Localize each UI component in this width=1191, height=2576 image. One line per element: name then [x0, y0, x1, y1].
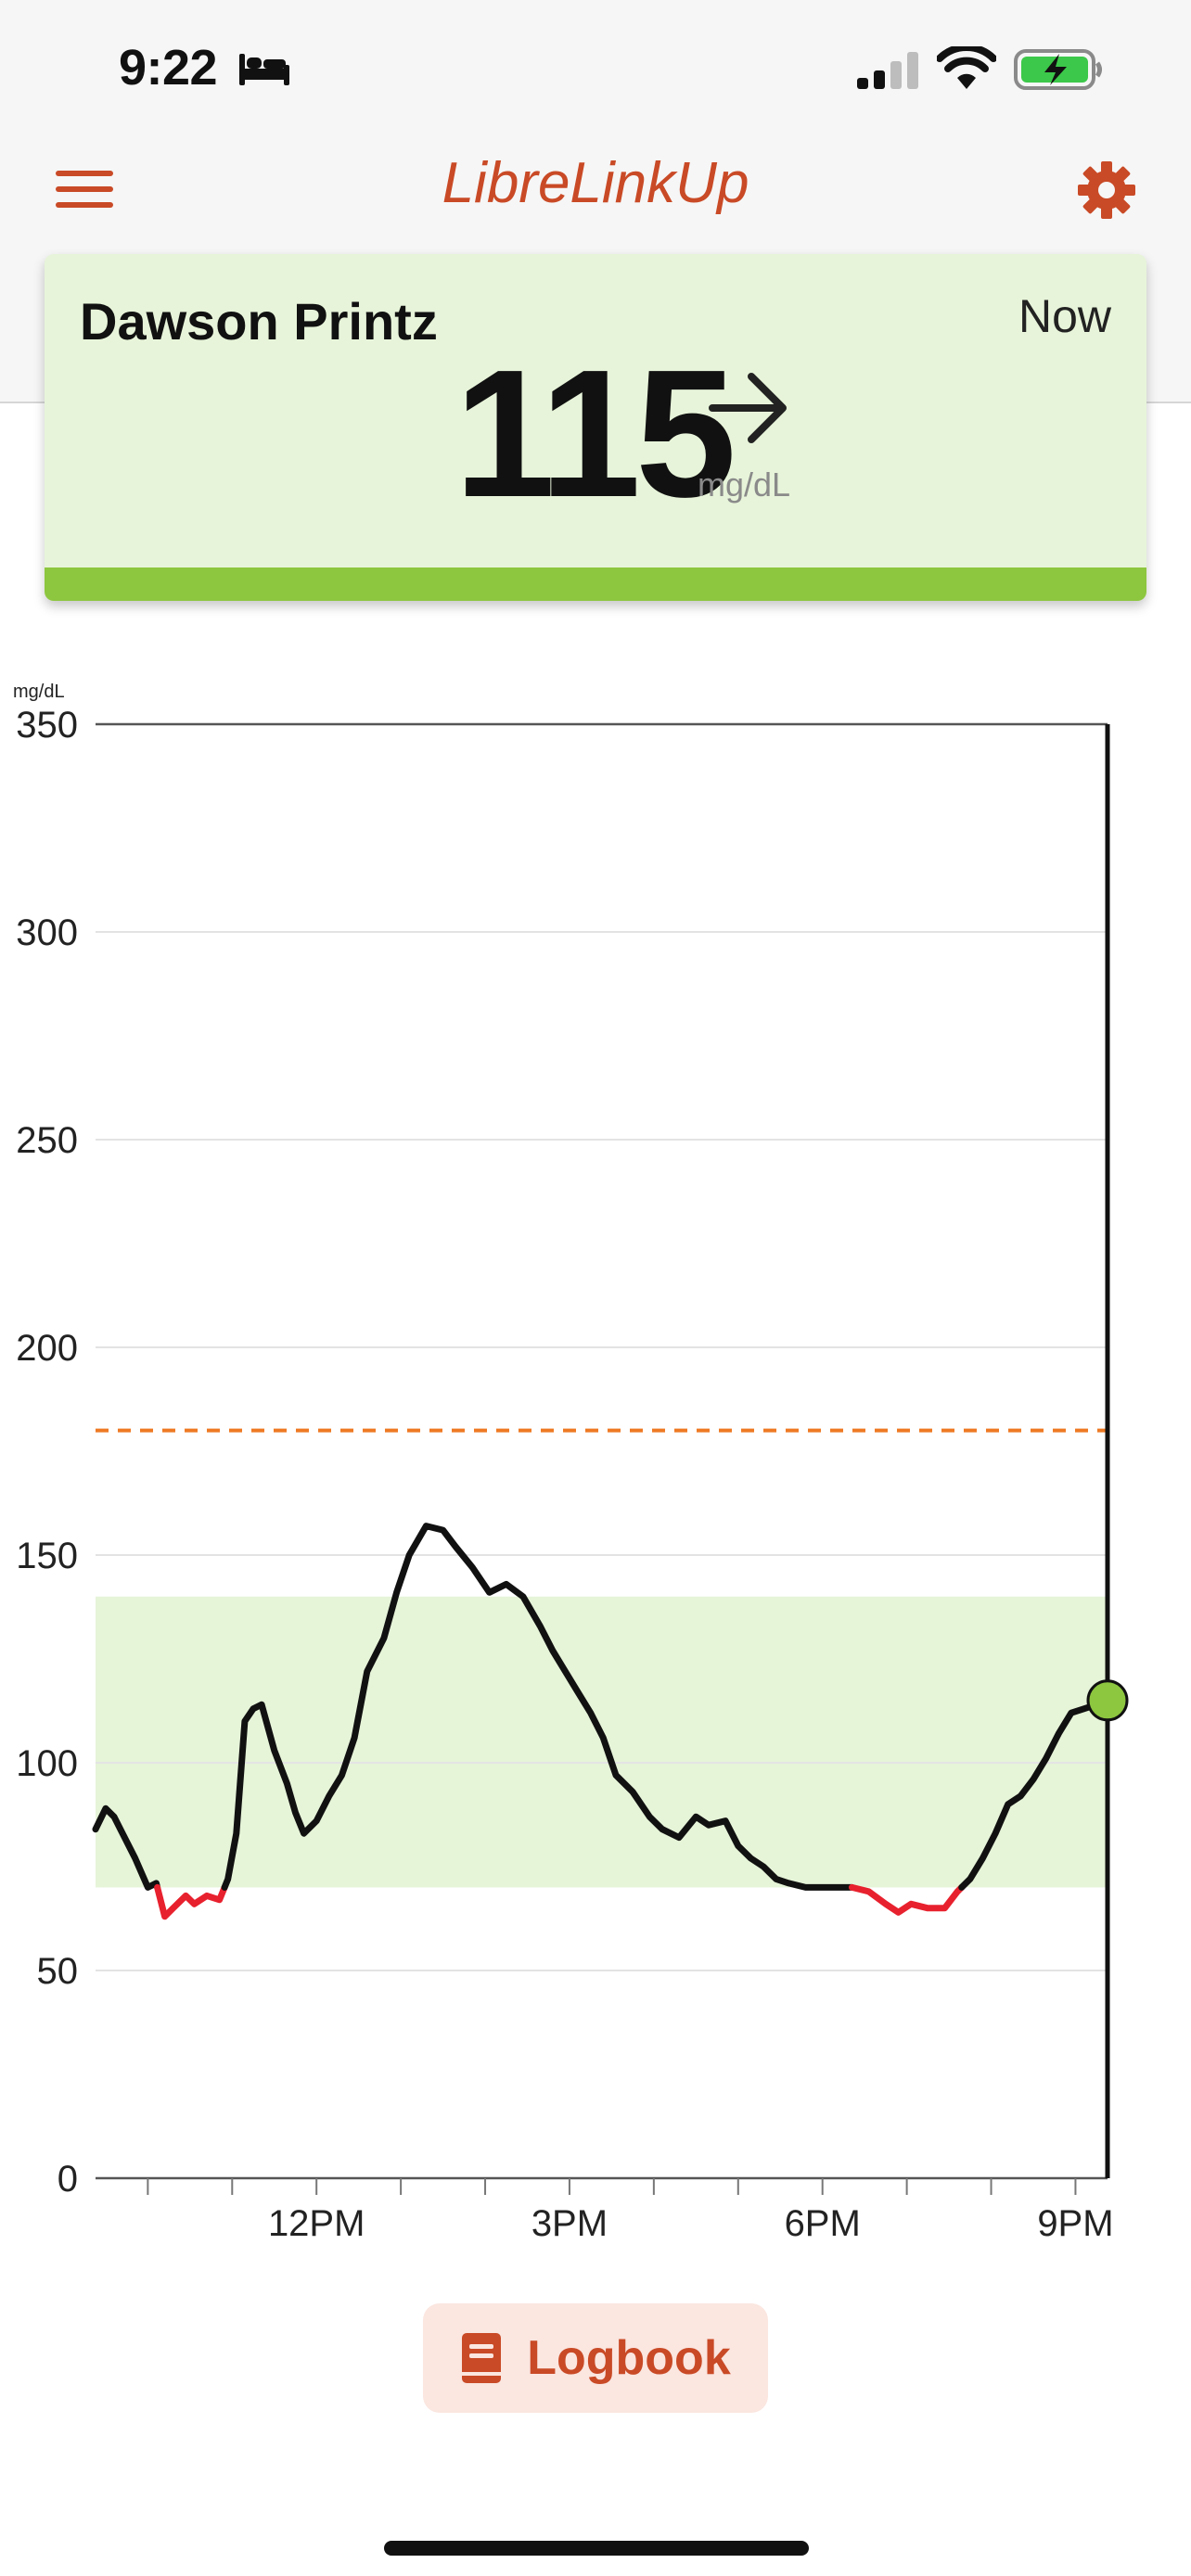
x-tick-label: 3PM	[531, 2203, 608, 2244]
logbook-button[interactable]: Logbook	[423, 2303, 768, 2413]
y-tick-label: 250	[16, 1120, 78, 1161]
y-tick-label: 300	[16, 912, 78, 953]
glucose-unit: mg/dL	[698, 465, 791, 504]
wifi-icon	[937, 46, 996, 89]
bed-icon	[239, 54, 289, 85]
glucose-value: 115	[454, 332, 736, 535]
signal-icon	[857, 52, 918, 89]
current-reading-dot[interactable]	[1086, 1679, 1129, 1722]
y-axis-unit-label: mg/dL	[13, 682, 65, 702]
settings-icon[interactable]	[1076, 159, 1137, 221]
glucose-line-segment	[221, 1523, 855, 1891]
glucose-card[interactable]: Dawson Printz Now 115 mg/dL	[45, 254, 1146, 601]
logbook-label: Logbook	[527, 2331, 731, 2385]
y-tick-label: 50	[37, 1951, 79, 1992]
glucose-line-low-segment	[154, 1883, 228, 1920]
glucose-line-segment	[92, 1804, 161, 1891]
in-range-bar	[45, 567, 1146, 601]
logbook-book-icon	[462, 2333, 502, 2383]
glucose-line-low-segment	[849, 1883, 966, 1916]
patient-name: Dawson Printz	[80, 292, 438, 351]
y-tick-label: 150	[16, 1536, 78, 1576]
menu-icon[interactable]	[56, 167, 113, 211]
glucose-line-segment	[958, 1697, 1111, 1891]
y-tick-label: 350	[16, 705, 78, 746]
x-tick-label: 6PM	[785, 2203, 861, 2244]
arrow-right-icon	[709, 373, 787, 443]
status-time: 9:22	[119, 40, 218, 96]
battery-charging-icon	[1014, 49, 1102, 90]
x-tick-label: 9PM	[1037, 2203, 1113, 2244]
y-tick-label: 0	[58, 2159, 78, 2200]
y-tick-label: 200	[16, 1328, 78, 1369]
y-tick-label: 100	[16, 1743, 78, 1784]
x-tick-label: 12PM	[268, 2203, 365, 2244]
glucose-chart[interactable]: 0 50 100 150 200 250 300 350 mg/dL 12PM 3PM 6PM 9PM	[0, 649, 1191, 2281]
home-indicator[interactable]	[384, 2541, 809, 2556]
app-title: LibreLinkUp	[442, 151, 749, 215]
reading-time: Now	[1018, 290, 1111, 342]
